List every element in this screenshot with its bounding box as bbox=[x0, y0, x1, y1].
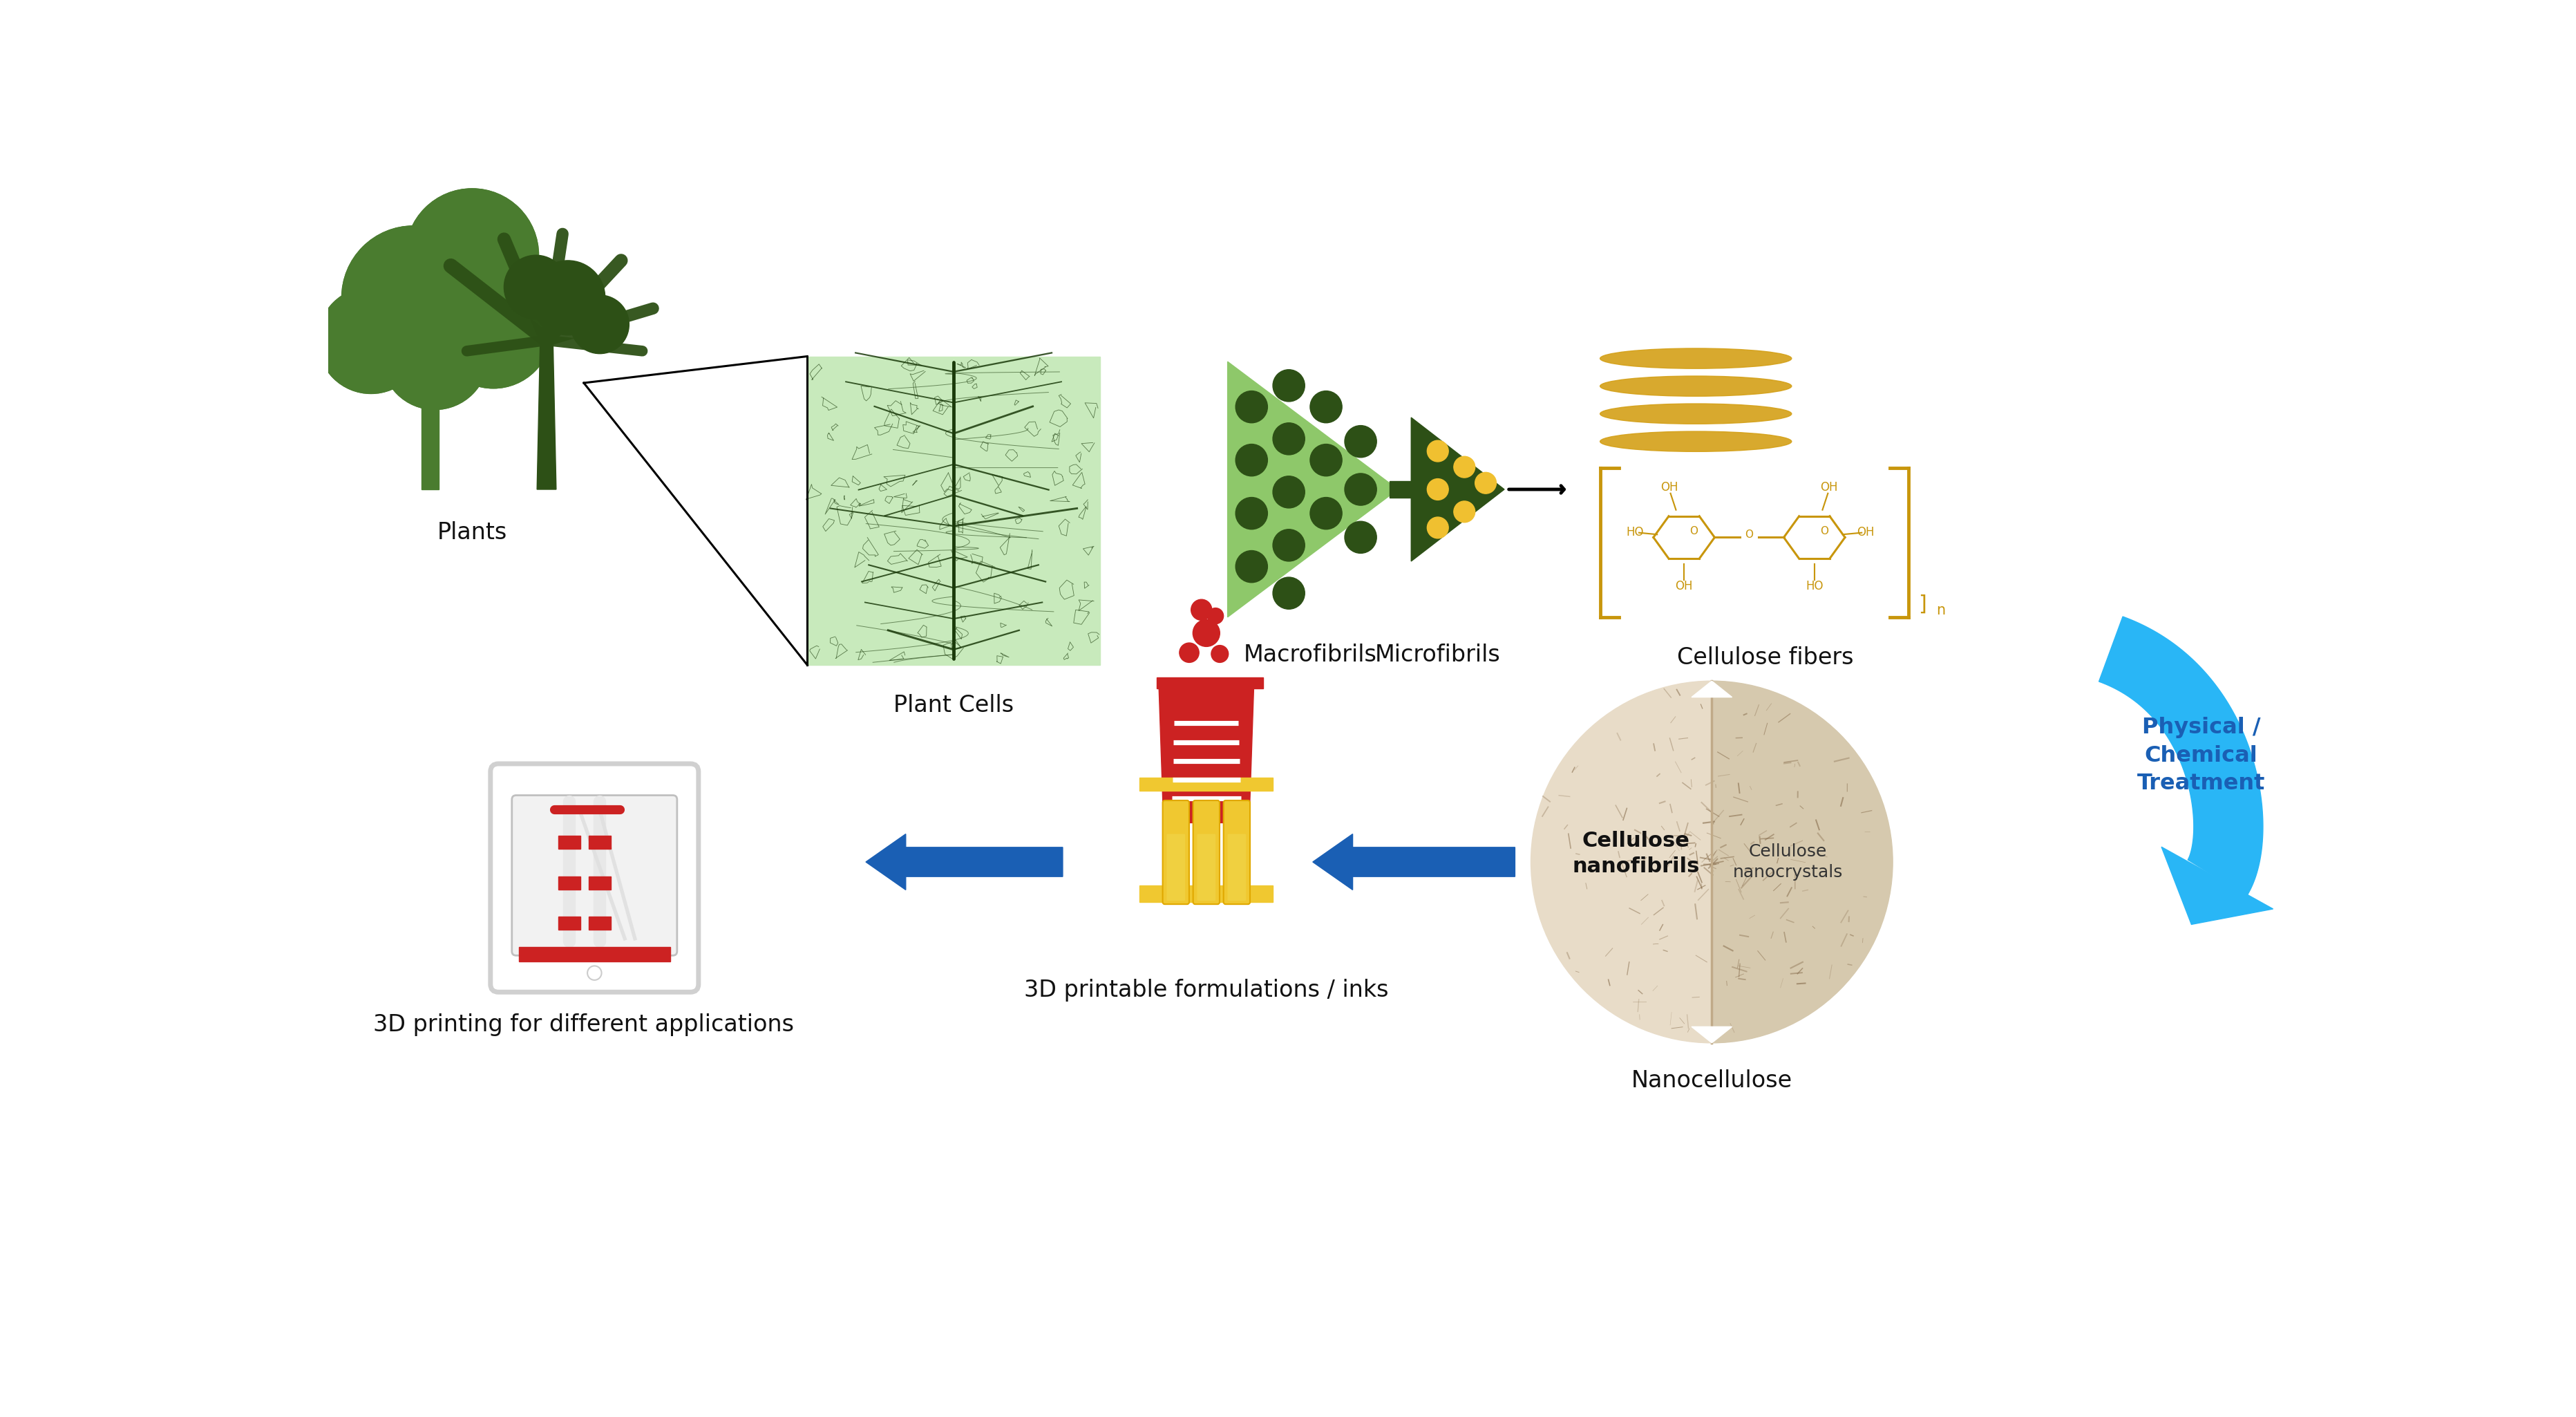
Polygon shape bbox=[1412, 418, 1504, 561]
Text: OH: OH bbox=[1821, 482, 1837, 493]
Polygon shape bbox=[536, 340, 556, 489]
Circle shape bbox=[1208, 608, 1224, 623]
Text: O: O bbox=[1744, 530, 1754, 540]
Circle shape bbox=[343, 225, 484, 370]
Text: OH: OH bbox=[1662, 482, 1677, 493]
Circle shape bbox=[1273, 370, 1306, 401]
FancyBboxPatch shape bbox=[1139, 778, 1273, 791]
FancyBboxPatch shape bbox=[1162, 801, 1190, 904]
Circle shape bbox=[1236, 444, 1267, 476]
Circle shape bbox=[1236, 391, 1267, 422]
FancyBboxPatch shape bbox=[587, 876, 611, 890]
Polygon shape bbox=[1692, 1027, 1731, 1043]
Circle shape bbox=[317, 288, 425, 394]
Text: Macrofibrils: Macrofibrils bbox=[1244, 643, 1376, 666]
Text: Cellulose
nanocrystals: Cellulose nanocrystals bbox=[1734, 843, 1842, 881]
Polygon shape bbox=[1314, 835, 1515, 890]
Circle shape bbox=[505, 255, 567, 319]
Circle shape bbox=[1236, 497, 1267, 530]
Circle shape bbox=[1427, 441, 1448, 462]
Circle shape bbox=[587, 966, 603, 981]
FancyBboxPatch shape bbox=[1391, 480, 1414, 497]
FancyBboxPatch shape bbox=[806, 356, 1100, 665]
Circle shape bbox=[1311, 497, 1342, 530]
FancyBboxPatch shape bbox=[587, 917, 611, 930]
Ellipse shape bbox=[1600, 404, 1790, 424]
Text: HO: HO bbox=[1806, 580, 1824, 592]
FancyBboxPatch shape bbox=[1229, 835, 1247, 901]
FancyBboxPatch shape bbox=[1198, 835, 1216, 901]
FancyBboxPatch shape bbox=[518, 947, 670, 961]
Text: Cellulose
nanofibrils: Cellulose nanofibrils bbox=[1571, 832, 1700, 877]
Polygon shape bbox=[1157, 677, 1262, 689]
FancyBboxPatch shape bbox=[489, 764, 698, 992]
Text: Microfibrils: Microfibrils bbox=[1376, 643, 1502, 666]
Circle shape bbox=[381, 303, 487, 410]
Circle shape bbox=[1427, 517, 1448, 538]
Circle shape bbox=[317, 288, 425, 394]
Text: Physical /
Chemical
Treatment: Physical / Chemical Treatment bbox=[2138, 717, 2264, 795]
Circle shape bbox=[1273, 476, 1306, 509]
Text: 3D printable formulations / inks: 3D printable formulations / inks bbox=[1025, 979, 1388, 1002]
FancyBboxPatch shape bbox=[1224, 801, 1249, 904]
Circle shape bbox=[531, 261, 605, 334]
Circle shape bbox=[381, 303, 487, 410]
FancyBboxPatch shape bbox=[559, 876, 580, 890]
Circle shape bbox=[1345, 521, 1376, 553]
Text: Nanocellulose: Nanocellulose bbox=[1631, 1070, 1793, 1093]
Polygon shape bbox=[866, 835, 1064, 890]
Circle shape bbox=[1427, 479, 1448, 500]
Circle shape bbox=[1345, 473, 1376, 506]
Circle shape bbox=[1345, 425, 1376, 458]
Circle shape bbox=[1273, 422, 1306, 455]
Circle shape bbox=[435, 271, 551, 388]
Text: O: O bbox=[1690, 526, 1698, 537]
Circle shape bbox=[1190, 599, 1211, 621]
Circle shape bbox=[1273, 530, 1306, 561]
FancyBboxPatch shape bbox=[1193, 801, 1218, 904]
Text: ]: ] bbox=[1919, 594, 1927, 615]
FancyBboxPatch shape bbox=[559, 836, 580, 849]
FancyBboxPatch shape bbox=[587, 836, 611, 849]
Circle shape bbox=[1180, 643, 1198, 663]
Polygon shape bbox=[1159, 689, 1255, 823]
Polygon shape bbox=[2161, 847, 2272, 924]
Circle shape bbox=[1311, 391, 1342, 422]
Text: 3D printing for different applications: 3D printing for different applications bbox=[374, 1013, 793, 1036]
Circle shape bbox=[1453, 456, 1476, 478]
Circle shape bbox=[435, 271, 551, 388]
Wedge shape bbox=[1530, 682, 1713, 1043]
Circle shape bbox=[1476, 472, 1497, 493]
Text: Cellulose fibers: Cellulose fibers bbox=[1677, 646, 1852, 669]
Circle shape bbox=[1193, 619, 1221, 646]
Wedge shape bbox=[1713, 682, 1893, 1043]
FancyBboxPatch shape bbox=[422, 351, 438, 489]
Text: Plant Cells: Plant Cells bbox=[894, 694, 1015, 717]
Polygon shape bbox=[1692, 682, 1731, 697]
Ellipse shape bbox=[1600, 431, 1790, 452]
Polygon shape bbox=[1229, 361, 1399, 618]
Circle shape bbox=[404, 188, 538, 322]
Circle shape bbox=[1311, 444, 1342, 476]
Text: n: n bbox=[1937, 604, 1945, 618]
FancyBboxPatch shape bbox=[1139, 886, 1273, 903]
FancyBboxPatch shape bbox=[559, 917, 580, 930]
Circle shape bbox=[404, 188, 538, 322]
Ellipse shape bbox=[1600, 376, 1790, 397]
Circle shape bbox=[343, 225, 484, 370]
FancyBboxPatch shape bbox=[513, 795, 677, 955]
Circle shape bbox=[1273, 577, 1306, 609]
Text: O: O bbox=[1821, 526, 1829, 537]
Polygon shape bbox=[2099, 616, 2262, 896]
Text: OH: OH bbox=[1674, 580, 1692, 592]
Text: HO: HO bbox=[1625, 526, 1643, 538]
Ellipse shape bbox=[1600, 349, 1790, 368]
FancyBboxPatch shape bbox=[1167, 835, 1185, 901]
Circle shape bbox=[1453, 502, 1476, 523]
Circle shape bbox=[569, 295, 629, 354]
Text: Plants: Plants bbox=[438, 521, 507, 544]
Circle shape bbox=[1236, 551, 1267, 582]
Text: OH: OH bbox=[1857, 526, 1875, 538]
Circle shape bbox=[1211, 645, 1229, 663]
